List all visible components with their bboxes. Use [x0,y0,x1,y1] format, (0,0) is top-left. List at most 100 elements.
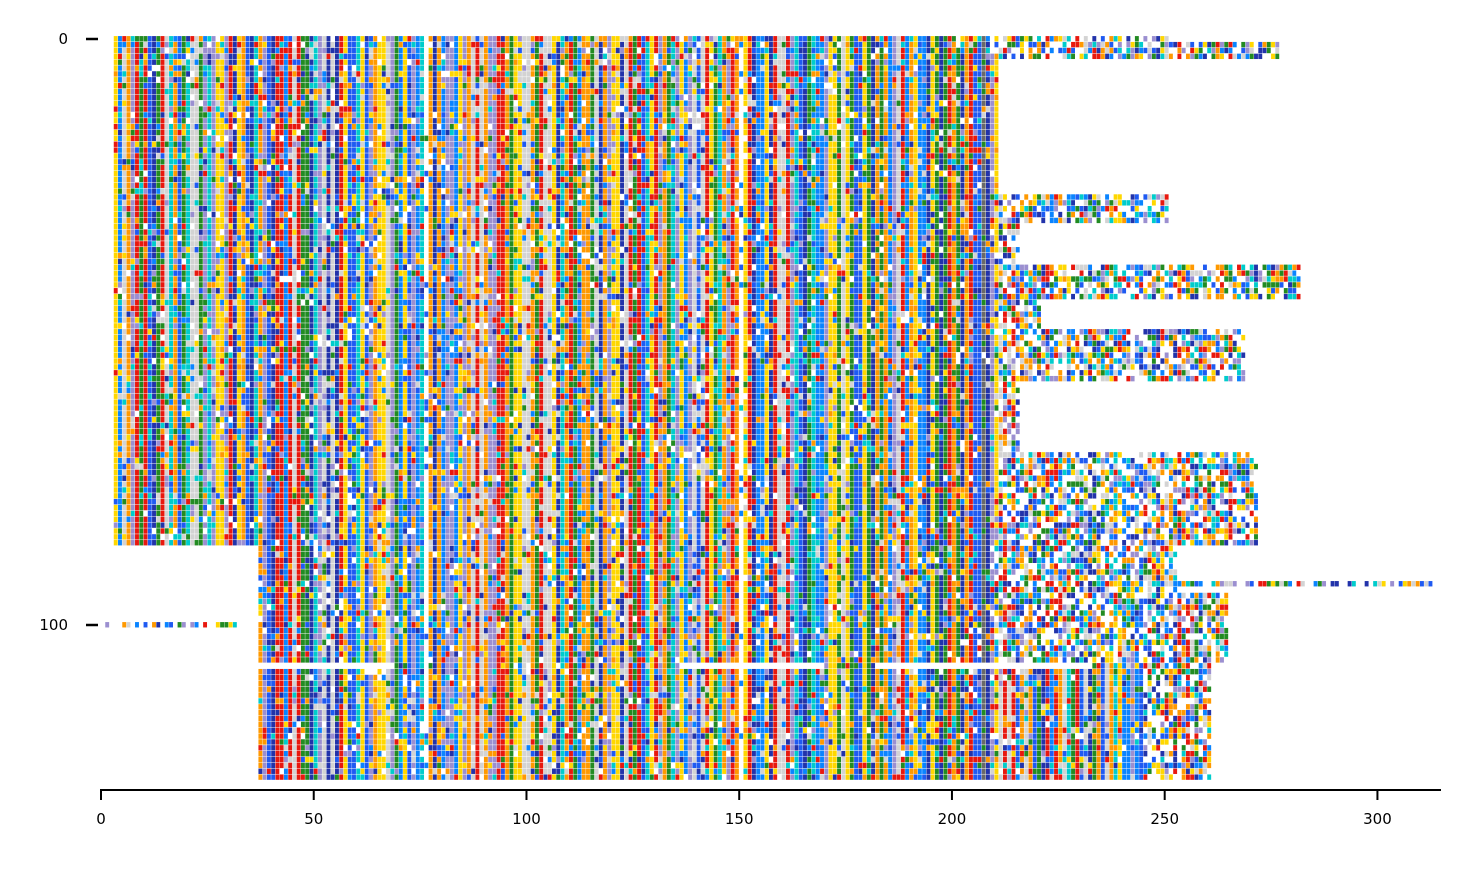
heatmap-cell [437,88,442,95]
heatmap-cell [909,159,914,165]
heatmap-cell [662,65,667,71]
heatmap-cell [471,47,476,54]
heatmap-cell [539,41,544,48]
heatmap-cell [620,94,624,101]
heatmap-cell [271,135,276,142]
heatmap-cell [917,123,922,130]
heatmap-cell [352,100,356,106]
heatmap-cell [232,71,237,77]
heatmap-cell [947,47,952,54]
heatmap-cell [705,141,710,147]
heatmap-cell [939,88,944,95]
heatmap-cell [458,106,463,112]
heatmap-cell [190,82,195,89]
heatmap-cell [1194,53,1199,60]
heatmap-cell [900,71,905,77]
heatmap-cell [415,36,420,42]
heatmap-cell [624,88,629,95]
heatmap-cell [113,135,118,142]
heatmap-cell [420,164,425,171]
heatmap-cell [220,59,225,65]
heatmap-cell [194,94,199,101]
heatmap-cell [449,153,454,159]
heatmap-cell [1164,47,1169,54]
heatmap-cell [811,141,816,147]
heatmap-cell [611,82,616,89]
heatmap-cell [777,100,782,106]
heatmap-cell [432,106,437,112]
heatmap-cell [258,100,263,106]
heatmap-cell [556,88,561,95]
heatmap-cell [1020,41,1024,48]
heatmap-cell [756,36,761,42]
heatmap-cell [347,164,352,171]
heatmap-cell [811,164,816,171]
heatmap-cell [734,153,739,159]
heatmap-cell [943,129,948,136]
heatmap-cell [534,77,539,83]
heatmap-cell [786,88,790,95]
heatmap-cell [858,41,863,48]
heatmap-cell [1156,47,1161,54]
heatmap-cell [862,88,867,95]
heatmap-cell [947,41,952,48]
heatmap-cell [586,88,590,95]
heatmap-cell [943,159,948,165]
heatmap-cell [415,100,420,106]
heatmap-cell [726,106,731,112]
heatmap-cell [628,47,633,54]
heatmap-cell [215,88,220,95]
heatmap-cell [462,135,467,142]
heatmap-cell [1160,36,1165,42]
heatmap-cell [811,123,816,130]
heatmap-cell [811,106,816,112]
heatmap-cell [794,147,799,153]
heatmap-cell [262,153,267,159]
heatmap-cell [662,100,667,106]
heatmap-cell [875,147,880,153]
heatmap-cell [407,164,412,171]
heatmap-cell [1275,41,1280,48]
heatmap-cell [347,71,352,77]
heatmap-cell [620,53,624,60]
heatmap-cell [283,82,288,89]
heatmap-cell [437,100,442,106]
heatmap-cell [879,88,884,95]
heatmap-cell [773,129,778,136]
heatmap-cell [730,141,735,147]
heatmap-cell [564,164,569,171]
heatmap-cell [343,123,348,130]
heatmap-cell [781,153,786,159]
heatmap-cell [237,123,242,130]
heatmap-cell [177,170,182,177]
heatmap-cell [803,153,807,159]
heatmap-cell [820,65,824,71]
heatmap-cell [177,164,182,171]
heatmap-cell [509,88,514,95]
heatmap-cell [760,159,765,165]
heatmap-cell [194,147,199,153]
heatmap-cell [875,159,880,165]
heatmap-cell [926,112,931,118]
heatmap-cell [573,153,578,159]
heatmap-cell [926,159,931,165]
heatmap-cell [615,65,620,71]
heatmap-cell [424,112,429,118]
heatmap-cell [483,123,488,130]
heatmap-cell [249,135,254,142]
heatmap-cell [147,53,152,60]
heatmap-cell [892,129,897,136]
heatmap-cell [177,47,182,54]
heatmap-cell [943,88,948,95]
heatmap-cell [722,129,727,136]
heatmap-cell [143,123,148,130]
heatmap-cell [569,164,573,171]
heatmap-cell [543,71,548,77]
heatmap-cell [786,47,790,54]
heatmap-cell [458,159,463,165]
heatmap-cell [615,123,620,130]
heatmap-cell [164,71,169,77]
heatmap-cell [543,41,548,48]
heatmap-cell [734,65,739,71]
heatmap-cell [241,100,246,106]
